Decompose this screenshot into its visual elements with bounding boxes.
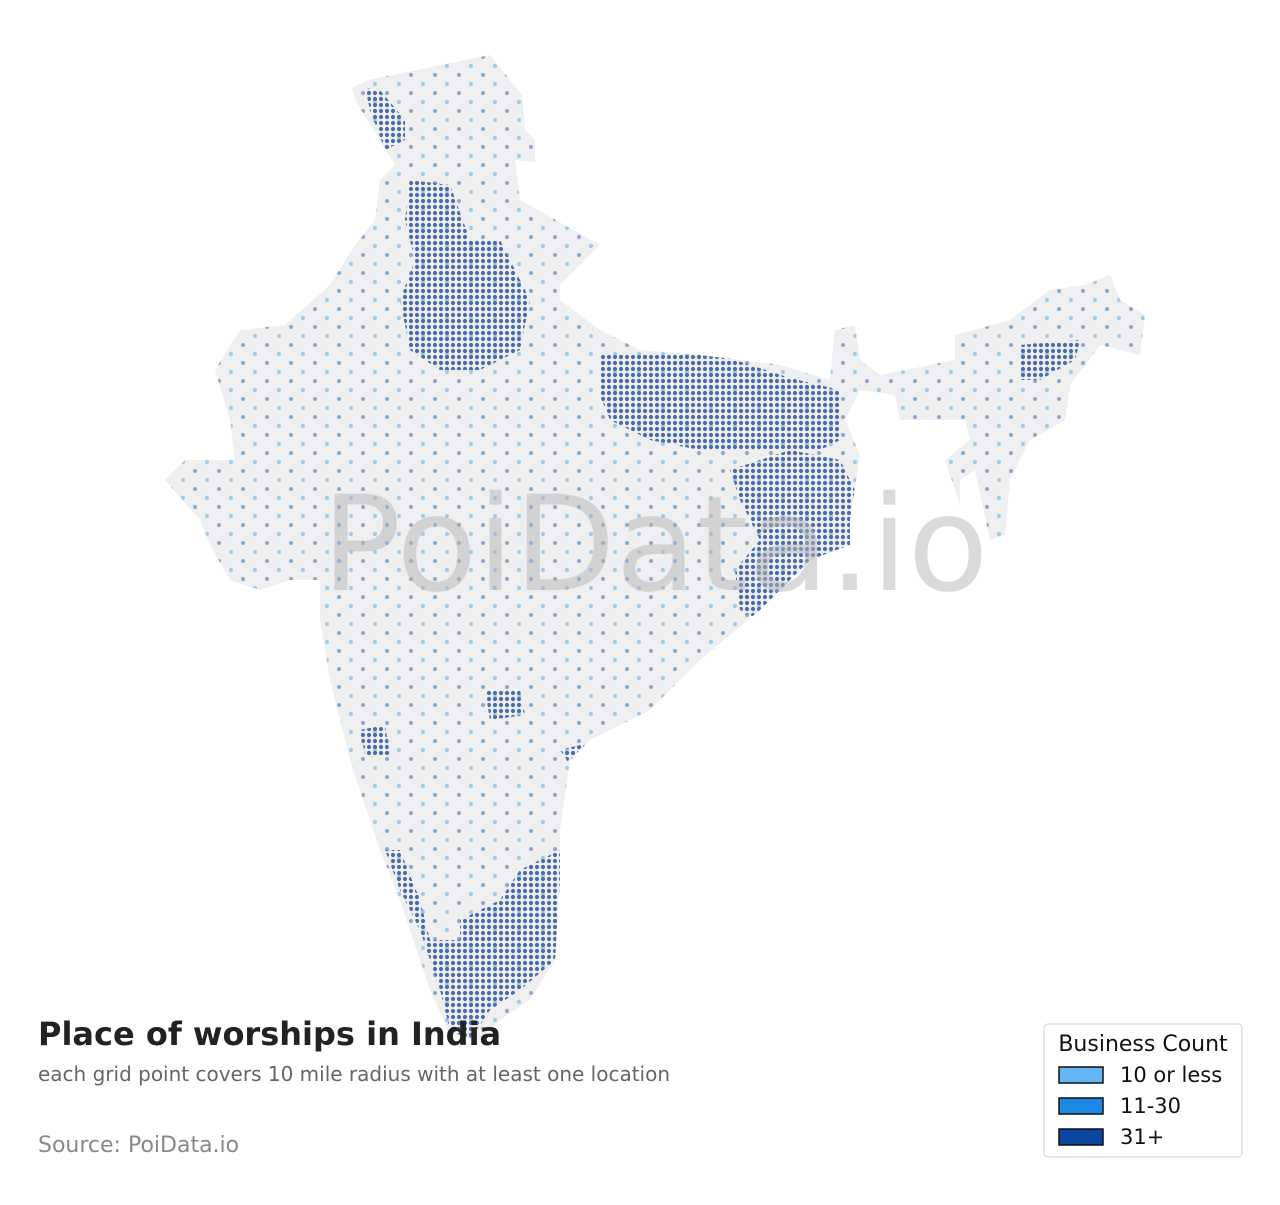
legend-label: 31+: [1120, 1125, 1164, 1149]
legend-box: [1043, 1023, 1243, 1158]
dense-points: [1020, 340, 1080, 380]
title: Place of worships in India: [38, 1015, 501, 1053]
legend-swatch: [1058, 1128, 1104, 1146]
dense-points: [365, 88, 405, 150]
dense-points: [600, 355, 840, 450]
legend: Business Count 10 or less 11-30 31+: [1043, 1023, 1243, 1158]
source: Source: PoiData.io: [38, 1133, 239, 1158]
legend-swatch: [1058, 1097, 1104, 1115]
legend-swatch: [1058, 1066, 1104, 1084]
dense-points: [400, 180, 530, 370]
dense-points: [485, 690, 525, 720]
legend-label: 10 or less: [1120, 1063, 1222, 1087]
dense-points: [360, 725, 390, 755]
watermark: PoiData.io: [322, 468, 989, 622]
legend-label: 11-30: [1120, 1094, 1181, 1118]
dense-points: [730, 450, 860, 620]
subtitle: each grid point covers 10 mile radius wi…: [38, 1062, 670, 1086]
dense-points: [385, 850, 570, 1040]
legend-title: Business Count: [1058, 1032, 1228, 1057]
